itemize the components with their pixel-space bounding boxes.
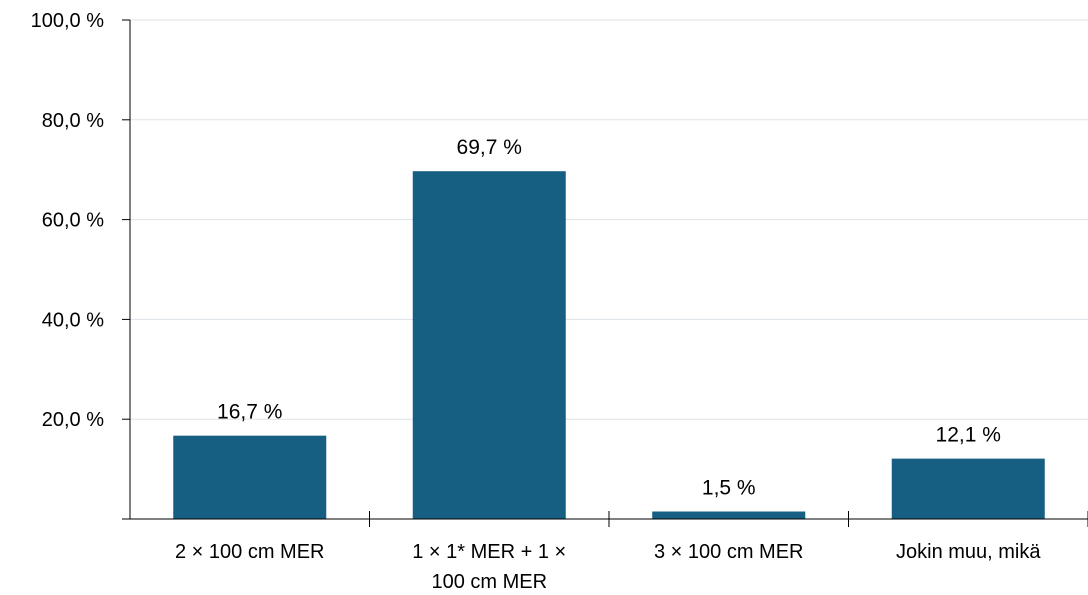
x-ticks [369, 511, 1088, 527]
x-category-label: 2 × 100 cm MER [175, 541, 325, 563]
y-tick-label: 100,0 % [31, 10, 105, 32]
y-tick-label: 60,0 % [42, 210, 104, 232]
y-tick-label: 20,0 % [42, 409, 104, 431]
data-label: 16,7 % [217, 401, 282, 424]
bar [412, 171, 566, 519]
x-category-label: 3 × 100 cm MER [654, 541, 804, 563]
bar [173, 435, 327, 519]
data-label: 12,1 % [936, 424, 1001, 447]
bars [173, 171, 1045, 519]
data-labels: 16,7 % 69,7 % 1,5 % 12,1 % [217, 136, 1001, 499]
axes [122, 20, 1088, 520]
bar [652, 511, 806, 519]
data-label: 1,5 % [702, 477, 756, 500]
data-label: 69,7 % [457, 136, 522, 159]
x-category-label: Jokin muu, mikä [896, 541, 1041, 563]
y-tick-label: 80,0 % [42, 110, 104, 132]
bar [891, 458, 1045, 519]
y-ticks: 20,0 % 40,0 % 60,0 % 80,0 % 100,0 % [31, 10, 130, 431]
x-category-label: 100 cm MER [431, 571, 547, 593]
gridlines [130, 19, 1088, 420]
y-tick-label: 40,0 % [42, 309, 104, 331]
x-category-label: 1 × 1* MER + 1 × [412, 541, 566, 563]
category-labels: 2 × 100 cm MER 1 × 1* MER + 1 × 100 cm MER… [175, 541, 1041, 593]
